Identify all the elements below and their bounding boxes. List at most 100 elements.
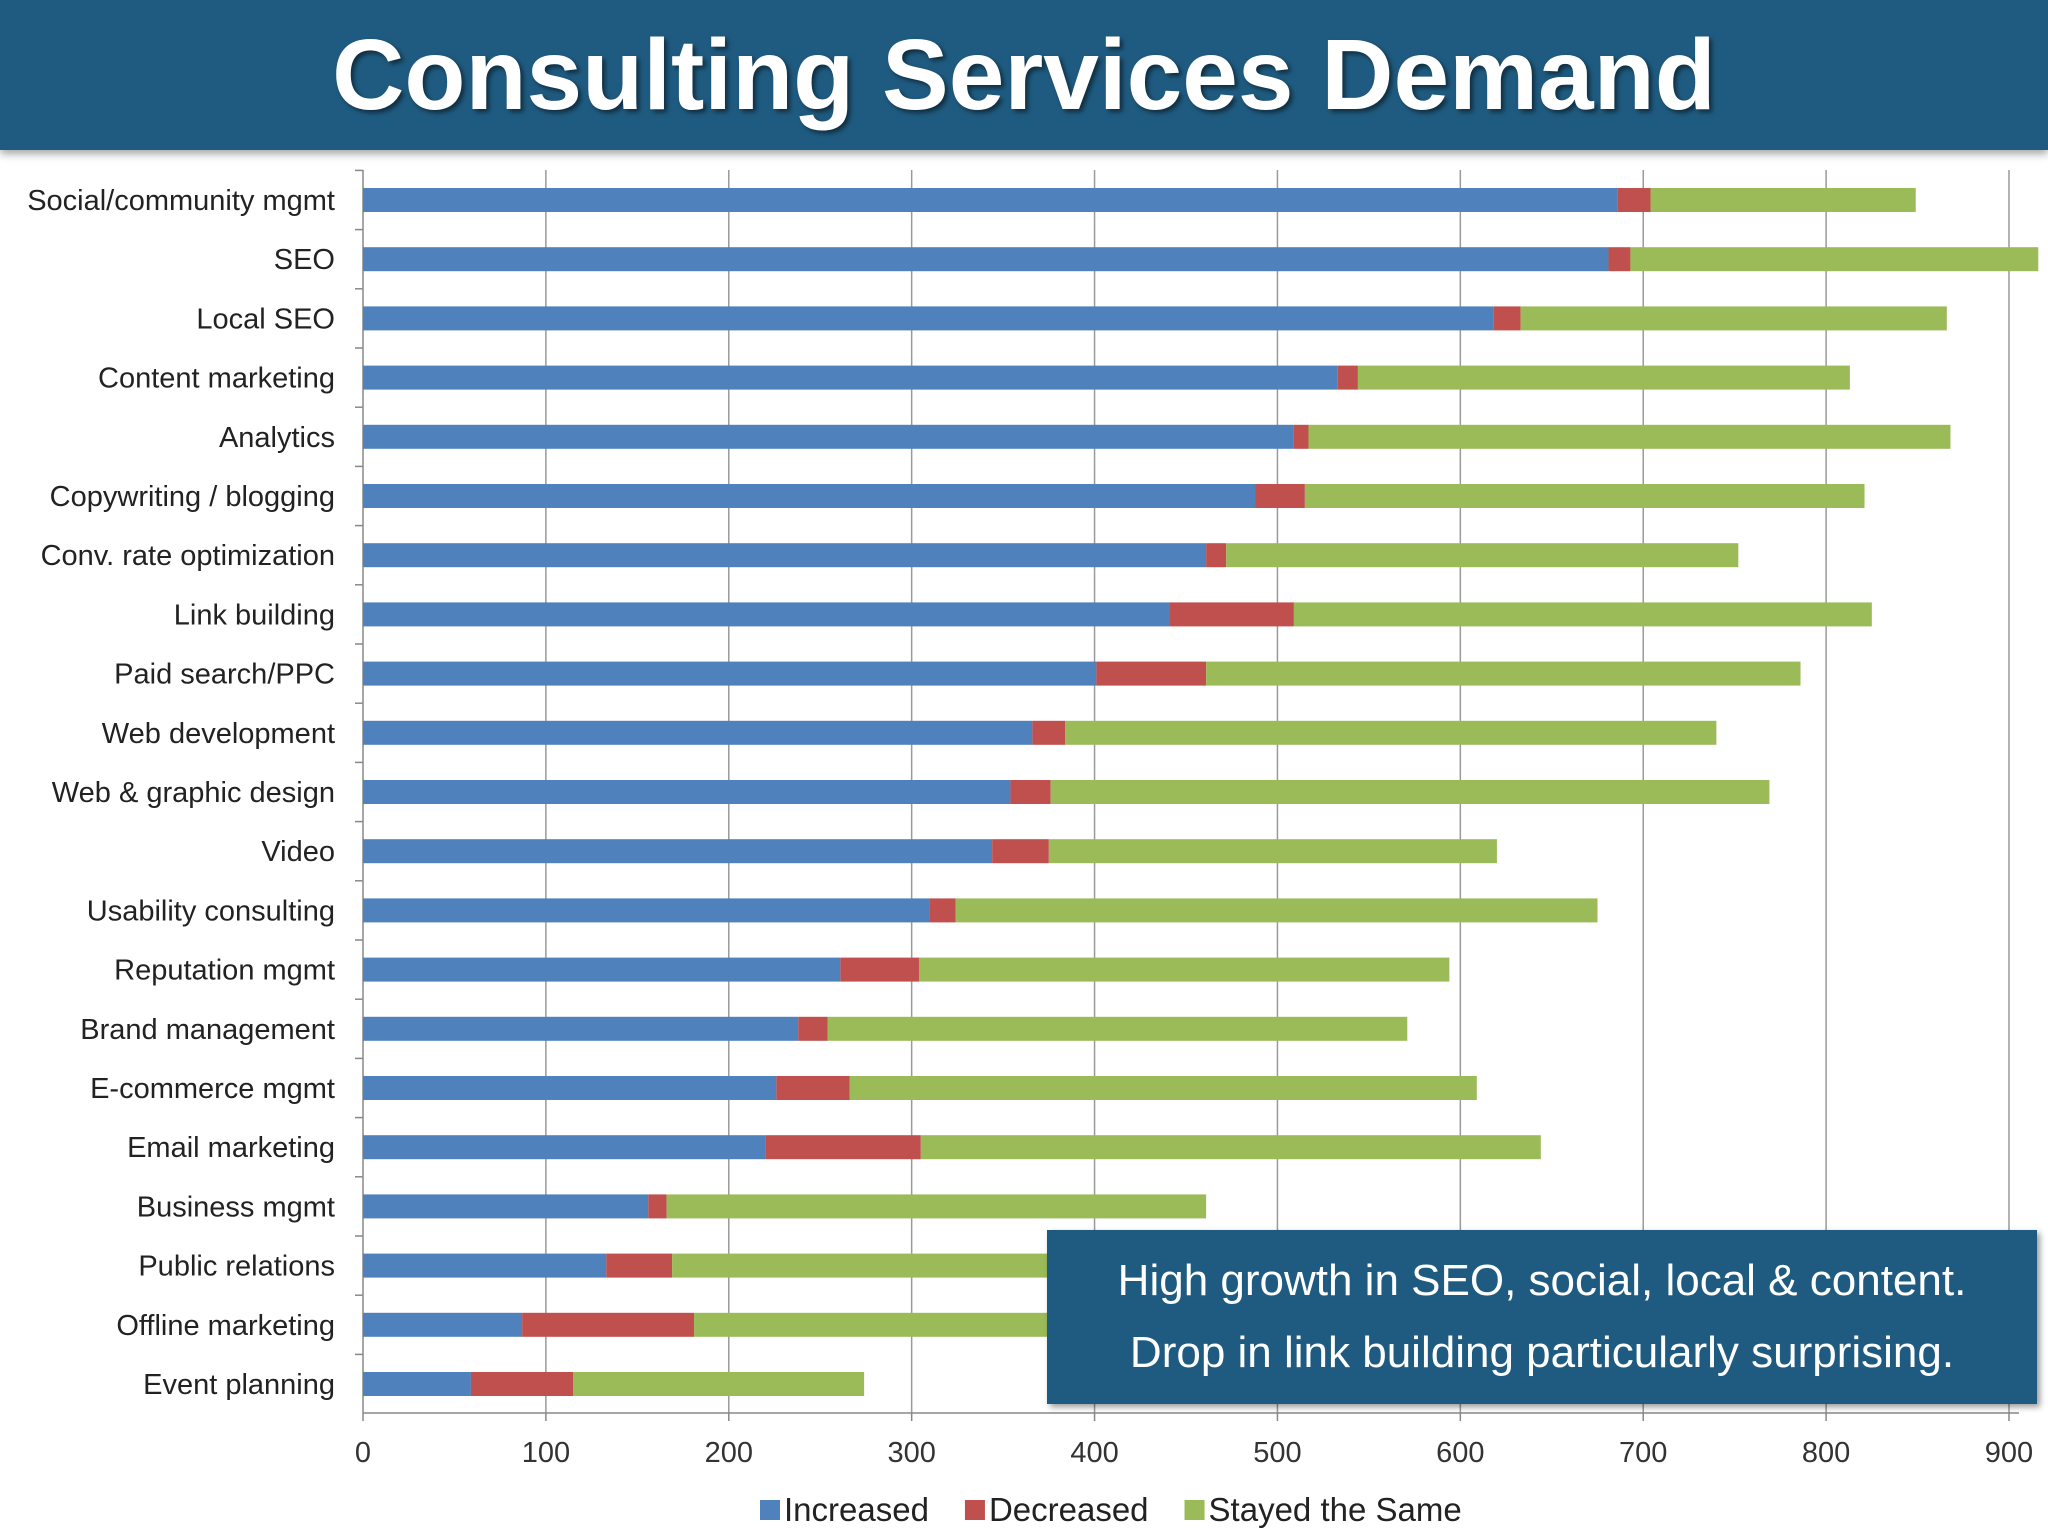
category-label: Business mgmt xyxy=(137,1191,335,1223)
x-tick-label: 900 xyxy=(1985,1437,2033,1469)
bar-stayed-the-same xyxy=(666,1194,1207,1219)
bar-decreased xyxy=(1337,365,1358,390)
bar-decreased xyxy=(840,957,919,982)
category-label: SEO xyxy=(274,244,335,276)
bar-stayed-the-same xyxy=(1304,484,1865,508)
bar-increased xyxy=(363,661,1097,686)
x-tick-label: 700 xyxy=(1619,1437,1667,1469)
category-label: Social/community mgmt xyxy=(27,185,335,217)
bar-decreased xyxy=(1032,720,1066,745)
bar-decreased xyxy=(929,898,956,923)
bar-decreased xyxy=(1617,188,1651,212)
x-tick-label: 100 xyxy=(522,1437,570,1469)
category-label: E-commerce mgmt xyxy=(90,1073,335,1105)
legend-swatch xyxy=(760,1500,780,1520)
bar-decreased xyxy=(765,1135,921,1160)
category-label: Link building xyxy=(174,599,335,631)
category-label: Video xyxy=(261,836,335,868)
bar-increased xyxy=(363,1135,766,1160)
bar-decreased xyxy=(992,839,1049,864)
bar-decreased xyxy=(522,1312,695,1337)
bar-stayed-the-same xyxy=(1050,780,1770,804)
bar-increased xyxy=(363,1076,777,1100)
legend-label: Increased xyxy=(784,1491,929,1528)
bar-increased xyxy=(363,484,1256,508)
page-title: Consulting Services Demand xyxy=(332,19,1716,131)
bar-stayed-the-same xyxy=(1357,365,1850,390)
category-label: Public relations xyxy=(138,1251,335,1283)
category-label: Analytics xyxy=(219,422,335,454)
bar-decreased xyxy=(1010,780,1051,804)
bar-decreased xyxy=(798,1016,828,1041)
callout-line-1: High growth in SEO, social, local & cont… xyxy=(1117,1256,1967,1305)
legend-label: Decreased xyxy=(989,1491,1149,1528)
bar-decreased xyxy=(1096,661,1207,686)
legend-swatch xyxy=(1184,1500,1205,1520)
bar-increased xyxy=(363,188,1618,212)
bar-stayed-the-same xyxy=(1293,602,1872,627)
bar-increased xyxy=(363,780,1011,804)
bar-stayed-the-same xyxy=(918,957,1450,982)
x-tick-label: 800 xyxy=(1802,1437,1850,1469)
bar-increased xyxy=(363,720,1033,745)
bar-stayed-the-same xyxy=(1206,661,1801,686)
bar-increased xyxy=(363,1253,607,1278)
category-label: Web & graphic design xyxy=(52,777,335,809)
category-label: Content marketing xyxy=(98,363,335,395)
callout-box: High growth in SEO, social, local & cont… xyxy=(1047,1230,2037,1404)
bar-decreased xyxy=(776,1076,850,1100)
bar-stayed-the-same xyxy=(849,1076,1477,1100)
bar-stayed-the-same xyxy=(1065,720,1717,745)
bar-decreased xyxy=(470,1372,574,1396)
bar-decreased xyxy=(1293,424,1309,449)
bar-increased xyxy=(363,365,1338,390)
bar-stayed-the-same xyxy=(1226,543,1739,568)
x-tick-label: 500 xyxy=(1253,1437,1301,1469)
bar-stayed-the-same xyxy=(1630,247,2039,272)
category-label: Brand management xyxy=(80,1014,335,1046)
bar-decreased xyxy=(606,1253,673,1278)
bar-increased xyxy=(363,1194,649,1219)
bar-stayed-the-same xyxy=(827,1016,1408,1041)
bar-decreased xyxy=(1493,306,1521,331)
category-label: Local SEO xyxy=(196,303,335,335)
bar-stayed-the-same xyxy=(1308,424,1951,449)
x-tick-label: 600 xyxy=(1436,1437,1484,1469)
title-band xyxy=(0,0,2048,150)
bar-stayed-the-same xyxy=(1650,188,1916,212)
category-label: Offline marketing xyxy=(116,1310,335,1342)
bar-decreased xyxy=(1255,484,1305,508)
legend-swatch xyxy=(964,1500,985,1520)
bar-stayed-the-same xyxy=(955,898,1598,923)
bar-increased xyxy=(363,602,1170,627)
bar-decreased xyxy=(1206,543,1227,568)
bar-stayed-the-same xyxy=(1520,306,1947,331)
x-tick-label: 200 xyxy=(705,1437,753,1469)
bar-increased xyxy=(363,424,1294,449)
legend-label: Stayed the Same xyxy=(1209,1491,1462,1528)
category-label: Conv. rate optimization xyxy=(41,540,335,572)
bar-increased xyxy=(363,247,1609,272)
bar-stayed-the-same xyxy=(573,1372,865,1396)
bar-increased xyxy=(363,1372,471,1396)
callout-line-2: Drop in link building particularly surpr… xyxy=(1129,1328,1955,1377)
category-label: Web development xyxy=(102,718,335,750)
category-label: Paid search/PPC xyxy=(114,659,335,691)
bar-increased xyxy=(363,898,930,923)
bar-increased xyxy=(363,1312,523,1337)
x-tick-label: 400 xyxy=(1070,1437,1118,1469)
bar-decreased xyxy=(1169,602,1294,627)
category-label: Reputation mgmt xyxy=(114,955,335,987)
bar-increased xyxy=(363,543,1207,568)
bar-stayed-the-same xyxy=(1048,839,1497,864)
category-label: Copywriting / blogging xyxy=(50,481,335,513)
bar-increased xyxy=(363,306,1494,331)
bar-decreased xyxy=(648,1194,667,1219)
x-tick-label: 300 xyxy=(887,1437,935,1469)
category-label: Event planning xyxy=(143,1369,335,1401)
bar-stayed-the-same xyxy=(920,1135,1541,1160)
bar-decreased xyxy=(1608,247,1631,272)
category-label: Usability consulting xyxy=(87,895,335,927)
bar-increased xyxy=(363,1016,799,1041)
